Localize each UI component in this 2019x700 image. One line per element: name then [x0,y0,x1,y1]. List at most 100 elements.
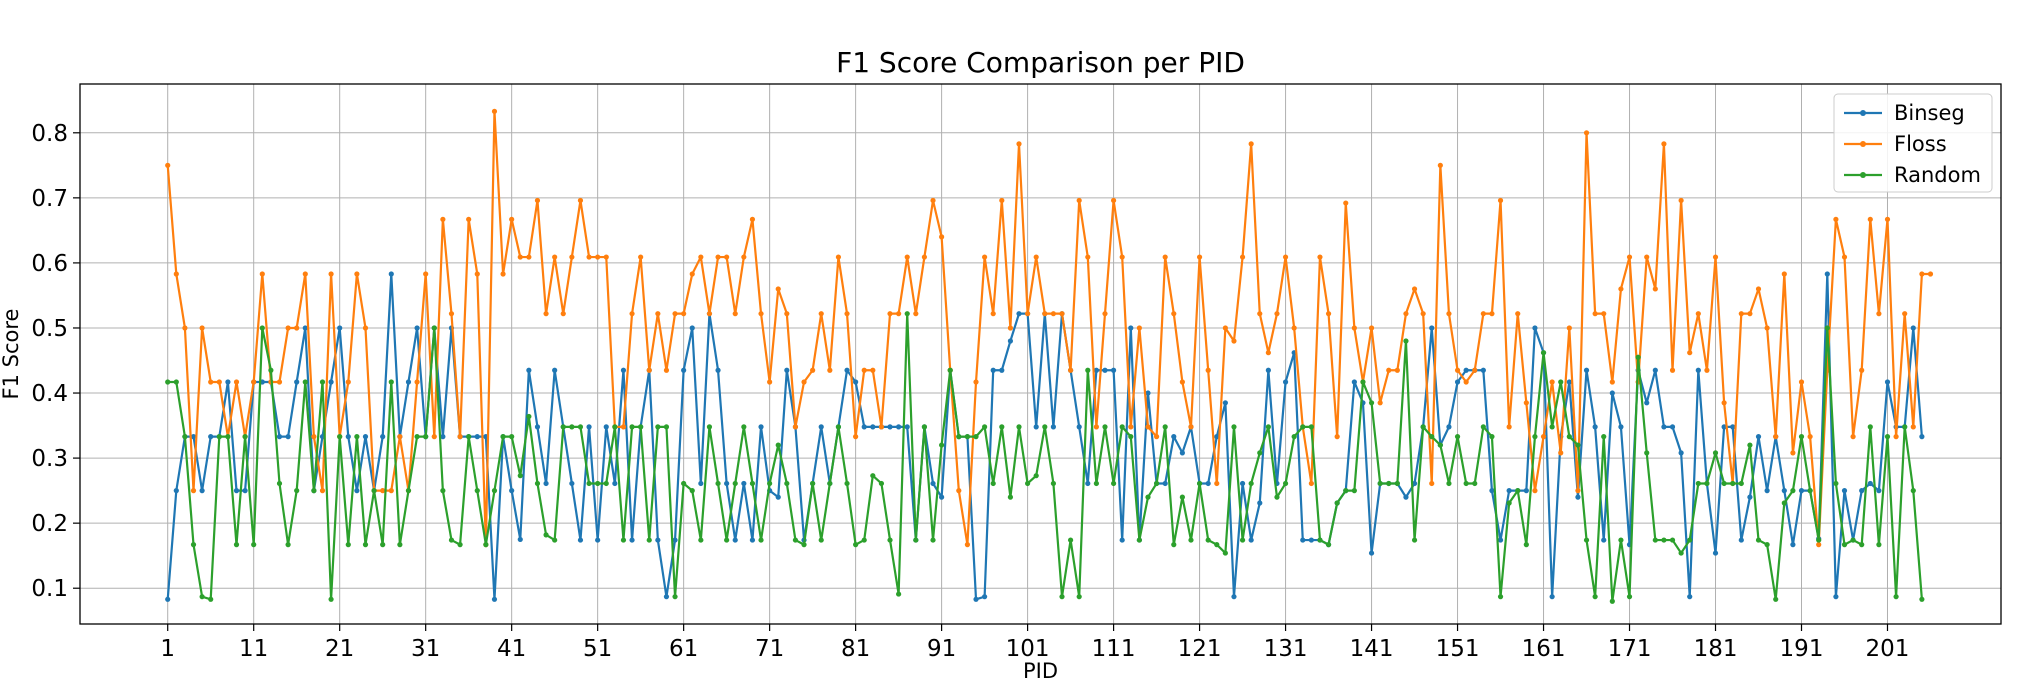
data-point-random [216,434,222,440]
data-point-random [1231,424,1237,430]
data-point-random [1196,480,1203,487]
data-point-random [1575,442,1581,448]
data-point-floss [732,311,738,317]
data-point-random [1687,537,1693,543]
data-point-random [732,480,738,487]
data-point-binseg [1721,424,1727,430]
x-tick-label: 141 [1350,636,1394,662]
data-point-floss [1420,311,1426,317]
data-point-binseg [1781,488,1787,494]
data-point-binseg [1532,325,1538,331]
data-point-binseg [1403,494,1409,500]
data-point-random [1704,480,1710,487]
data-point-floss [724,254,730,260]
data-point-binseg [1179,450,1185,456]
data-point-random [1583,537,1590,543]
data-point-random [268,367,274,373]
data-point-random [1859,542,1865,548]
data-point-random [199,594,205,600]
data-point-binseg [199,488,205,494]
data-point-random [543,532,549,538]
data-point-random [1824,325,1830,331]
data-point-random [1334,500,1340,506]
data-point-floss [921,254,928,260]
data-point-random [1540,350,1547,356]
data-point-binseg [1282,379,1289,385]
data-point-random [1239,537,1246,543]
y-tick-label: 0.6 [31,251,68,277]
data-point-floss [1386,367,1392,373]
data-point-random [964,434,971,440]
data-point-floss [1721,400,1727,406]
data-point-binseg [655,537,661,543]
data-point-binseg [595,537,601,543]
data-point-random [1755,537,1762,543]
data-point-floss [603,254,609,260]
data-point-random [1738,480,1744,487]
data-point-floss [1669,367,1676,373]
data-point-floss [887,311,893,317]
x-tick-label: 51 [583,636,612,662]
data-point-floss [491,108,498,114]
y-tick-label: 0.5 [31,316,68,342]
data-point-random [233,542,240,548]
data-point-random [1523,542,1529,548]
data-point-binseg [896,424,902,430]
data-point-floss [1618,286,1624,292]
data-point-random [509,434,515,440]
data-point-binseg [1506,488,1512,494]
data-point-binseg [1859,488,1865,494]
data-point-floss [1893,434,1899,440]
data-point-random [285,542,291,548]
x-tick-label: 101 [1006,636,1050,662]
data-point-binseg [380,434,386,440]
data-point-binseg [362,434,369,440]
chart-title: F1 Score Comparison per PID [836,46,1245,79]
data-point-floss [706,311,713,317]
data-point-random [208,596,214,602]
data-point-floss [1687,350,1693,356]
data-point-random [1377,480,1383,487]
data-point-random [663,424,670,430]
data-point-random [956,434,962,440]
data-point-random [904,311,910,317]
data-point-floss [784,311,790,317]
data-point-binseg [1145,390,1151,396]
data-point-random [1343,488,1349,494]
data-point-binseg [345,434,351,440]
data-point-binseg [1497,537,1504,543]
data-point-floss [1652,286,1658,292]
data-point-floss [543,311,549,317]
data-point-binseg [1738,537,1744,543]
data-point-binseg [1652,367,1658,373]
data-point-floss [1076,197,1082,204]
data-point-random [328,596,334,602]
data-point-random [706,424,713,430]
data-point-binseg [887,424,893,430]
data-point-floss [1437,162,1443,168]
data-point-binseg [1644,400,1650,406]
data-point-floss [1790,450,1796,456]
data-point-floss [233,379,240,385]
data-point-floss [1128,424,1134,430]
data-point-binseg [1841,488,1848,494]
x-tick-label: 81 [841,636,870,662]
data-point-floss [190,488,197,494]
data-point-binseg [1085,480,1091,487]
data-point-random [242,434,248,440]
x-tick-label: 1 [160,636,175,662]
data-point-floss [1678,197,1684,204]
data-point-binseg [242,488,248,494]
data-point-floss [1454,367,1461,373]
data-point-floss [1102,311,1108,317]
data-point-floss [689,271,695,277]
data-point-random [758,537,764,543]
data-point-random [397,542,403,548]
data-point-binseg [190,434,197,440]
data-point-binseg [1661,424,1667,430]
data-point-floss [1007,325,1014,331]
data-point-floss [560,311,566,317]
data-point-floss [474,271,480,277]
data-point-random [1007,494,1014,500]
data-point-binseg [1523,488,1529,494]
